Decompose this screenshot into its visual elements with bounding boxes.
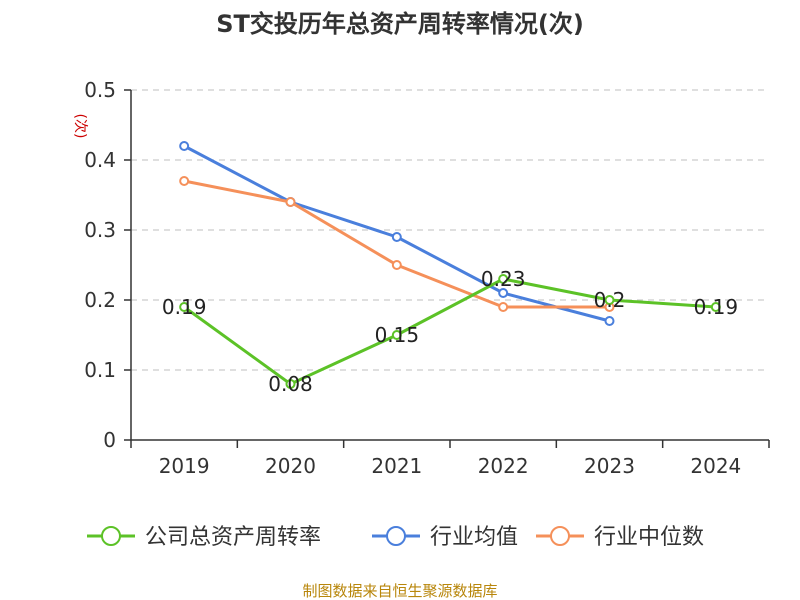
data-label: 0.23 bbox=[481, 267, 526, 291]
source-note: 制图数据来自恒生聚源数据库 bbox=[302, 582, 497, 600]
data-point bbox=[391, 260, 402, 270]
grid-lines bbox=[131, 89, 769, 371]
legend-swatch-marker bbox=[101, 526, 121, 546]
data-point bbox=[498, 302, 509, 312]
data-label: 0.15 bbox=[375, 323, 420, 347]
data-label: 0.19 bbox=[694, 295, 739, 319]
data-label: 0.08 bbox=[268, 372, 313, 396]
data-point bbox=[604, 295, 615, 305]
data-point bbox=[710, 302, 721, 312]
x-tick-label: 2023 bbox=[584, 454, 635, 478]
y-tick-label: 0.3 bbox=[84, 218, 116, 242]
y-tick-label: 0.5 bbox=[84, 78, 116, 102]
y-axis-label: (次) bbox=[72, 114, 88, 139]
series-line-0 bbox=[183, 277, 716, 386]
legend: 公司总资产周转率 行业均值 行业中位数 bbox=[87, 525, 704, 550]
data-labels: 0.19 0.08 0.15 0.23 0.2 0.19 bbox=[162, 267, 738, 396]
data-label: 0.19 bbox=[162, 295, 207, 319]
data-point bbox=[391, 330, 402, 340]
legend-swatch-marker bbox=[550, 526, 570, 546]
data-point bbox=[604, 316, 615, 326]
x-tick-label: 2022 bbox=[478, 454, 529, 478]
data-point bbox=[285, 197, 296, 207]
data-label: 0.2 bbox=[594, 288, 626, 312]
data-point bbox=[285, 379, 296, 389]
legend-label: 公司总资产周转率 bbox=[145, 525, 321, 550]
y-tick-label: 0 bbox=[103, 428, 116, 452]
y-tick-label: 0.2 bbox=[84, 288, 116, 312]
legend-swatch-marker bbox=[386, 526, 406, 546]
x-tick-label: 2024 bbox=[690, 454, 741, 478]
x-tick-label: 2019 bbox=[159, 454, 210, 478]
legend-label: 行业均值 bbox=[430, 525, 518, 550]
data-point bbox=[179, 176, 190, 186]
x-tick-label: 2020 bbox=[265, 454, 316, 478]
series bbox=[179, 141, 721, 389]
chart-title: ST交投历年总资产周转率情况(次) bbox=[216, 10, 584, 38]
y-tick-label: 0.1 bbox=[84, 358, 116, 382]
axes: 0 0.1 0.2 0.3 0.4 0.5 2019 2020 2021 2022 2023 2024 bbox=[84, 78, 770, 478]
data-point bbox=[179, 302, 190, 312]
y-tick-label: 0.4 bbox=[84, 148, 116, 172]
legend-label: 行业中位数 bbox=[594, 525, 704, 550]
data-point bbox=[498, 288, 509, 298]
data-point bbox=[391, 232, 402, 242]
data-point bbox=[179, 141, 190, 151]
data-point bbox=[498, 274, 509, 284]
x-tick-label: 2021 bbox=[371, 454, 422, 478]
